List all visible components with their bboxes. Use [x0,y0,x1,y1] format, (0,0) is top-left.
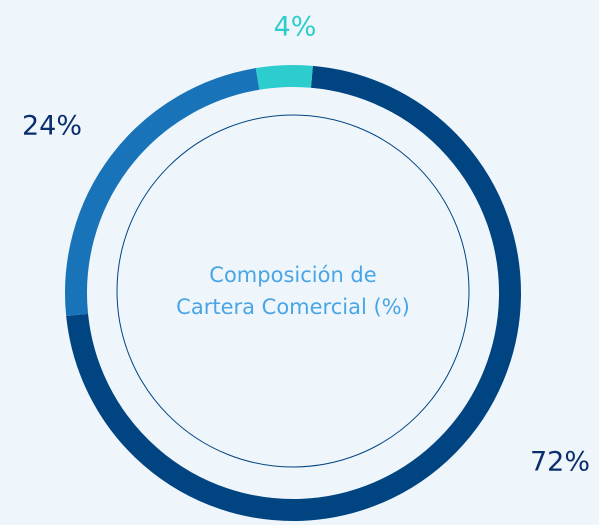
chart-title-line: Composición de [209,263,376,287]
value-label: 4% [274,12,317,43]
donut-segment [65,68,260,317]
donut-segment [255,65,313,90]
value-label: 72% [530,447,590,478]
donut-segment [66,65,521,521]
inner-ring [116,114,470,468]
value-label: 24% [22,111,82,142]
chart-title-line: Cartera Comercial (%) [176,295,410,319]
